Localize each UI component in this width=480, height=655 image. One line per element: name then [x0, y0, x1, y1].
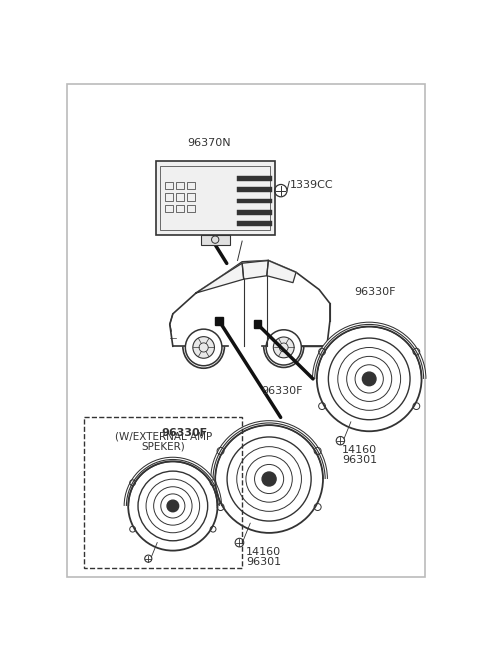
Text: (W/EXTERNAL AMP: (W/EXTERNAL AMP — [115, 431, 212, 441]
Bar — [187, 193, 195, 200]
Bar — [237, 176, 273, 181]
Text: 96330F: 96330F — [354, 288, 396, 297]
Bar — [156, 161, 275, 234]
Bar — [165, 193, 173, 200]
Bar — [215, 317, 223, 325]
Bar — [237, 221, 273, 226]
Bar — [187, 182, 195, 189]
Text: 96330F: 96330F — [262, 386, 303, 396]
Text: 96301: 96301 — [246, 557, 281, 567]
Polygon shape — [267, 261, 296, 283]
Circle shape — [185, 329, 222, 365]
Bar — [254, 320, 262, 328]
Bar — [176, 193, 184, 200]
Bar — [237, 210, 273, 215]
Bar — [176, 182, 184, 189]
Polygon shape — [196, 263, 244, 293]
Circle shape — [167, 500, 179, 512]
Circle shape — [362, 372, 376, 386]
Bar — [201, 234, 229, 245]
Bar — [187, 204, 195, 212]
Text: 14160: 14160 — [342, 445, 377, 455]
Text: 14160: 14160 — [246, 547, 281, 557]
Bar — [160, 166, 270, 230]
Text: 96330F: 96330F — [161, 428, 207, 438]
Bar — [237, 198, 273, 204]
Bar — [165, 182, 173, 189]
Circle shape — [262, 472, 276, 486]
Polygon shape — [242, 261, 268, 279]
Bar — [176, 204, 184, 212]
Text: 96370N: 96370N — [187, 138, 231, 147]
Text: SPEKER): SPEKER) — [141, 441, 185, 451]
Circle shape — [273, 337, 294, 358]
Text: 1339CC: 1339CC — [290, 180, 334, 190]
Bar — [84, 417, 242, 567]
Circle shape — [193, 337, 215, 358]
Text: 96301: 96301 — [342, 455, 377, 465]
Bar — [237, 187, 273, 192]
Bar — [165, 204, 173, 212]
Circle shape — [266, 329, 301, 365]
